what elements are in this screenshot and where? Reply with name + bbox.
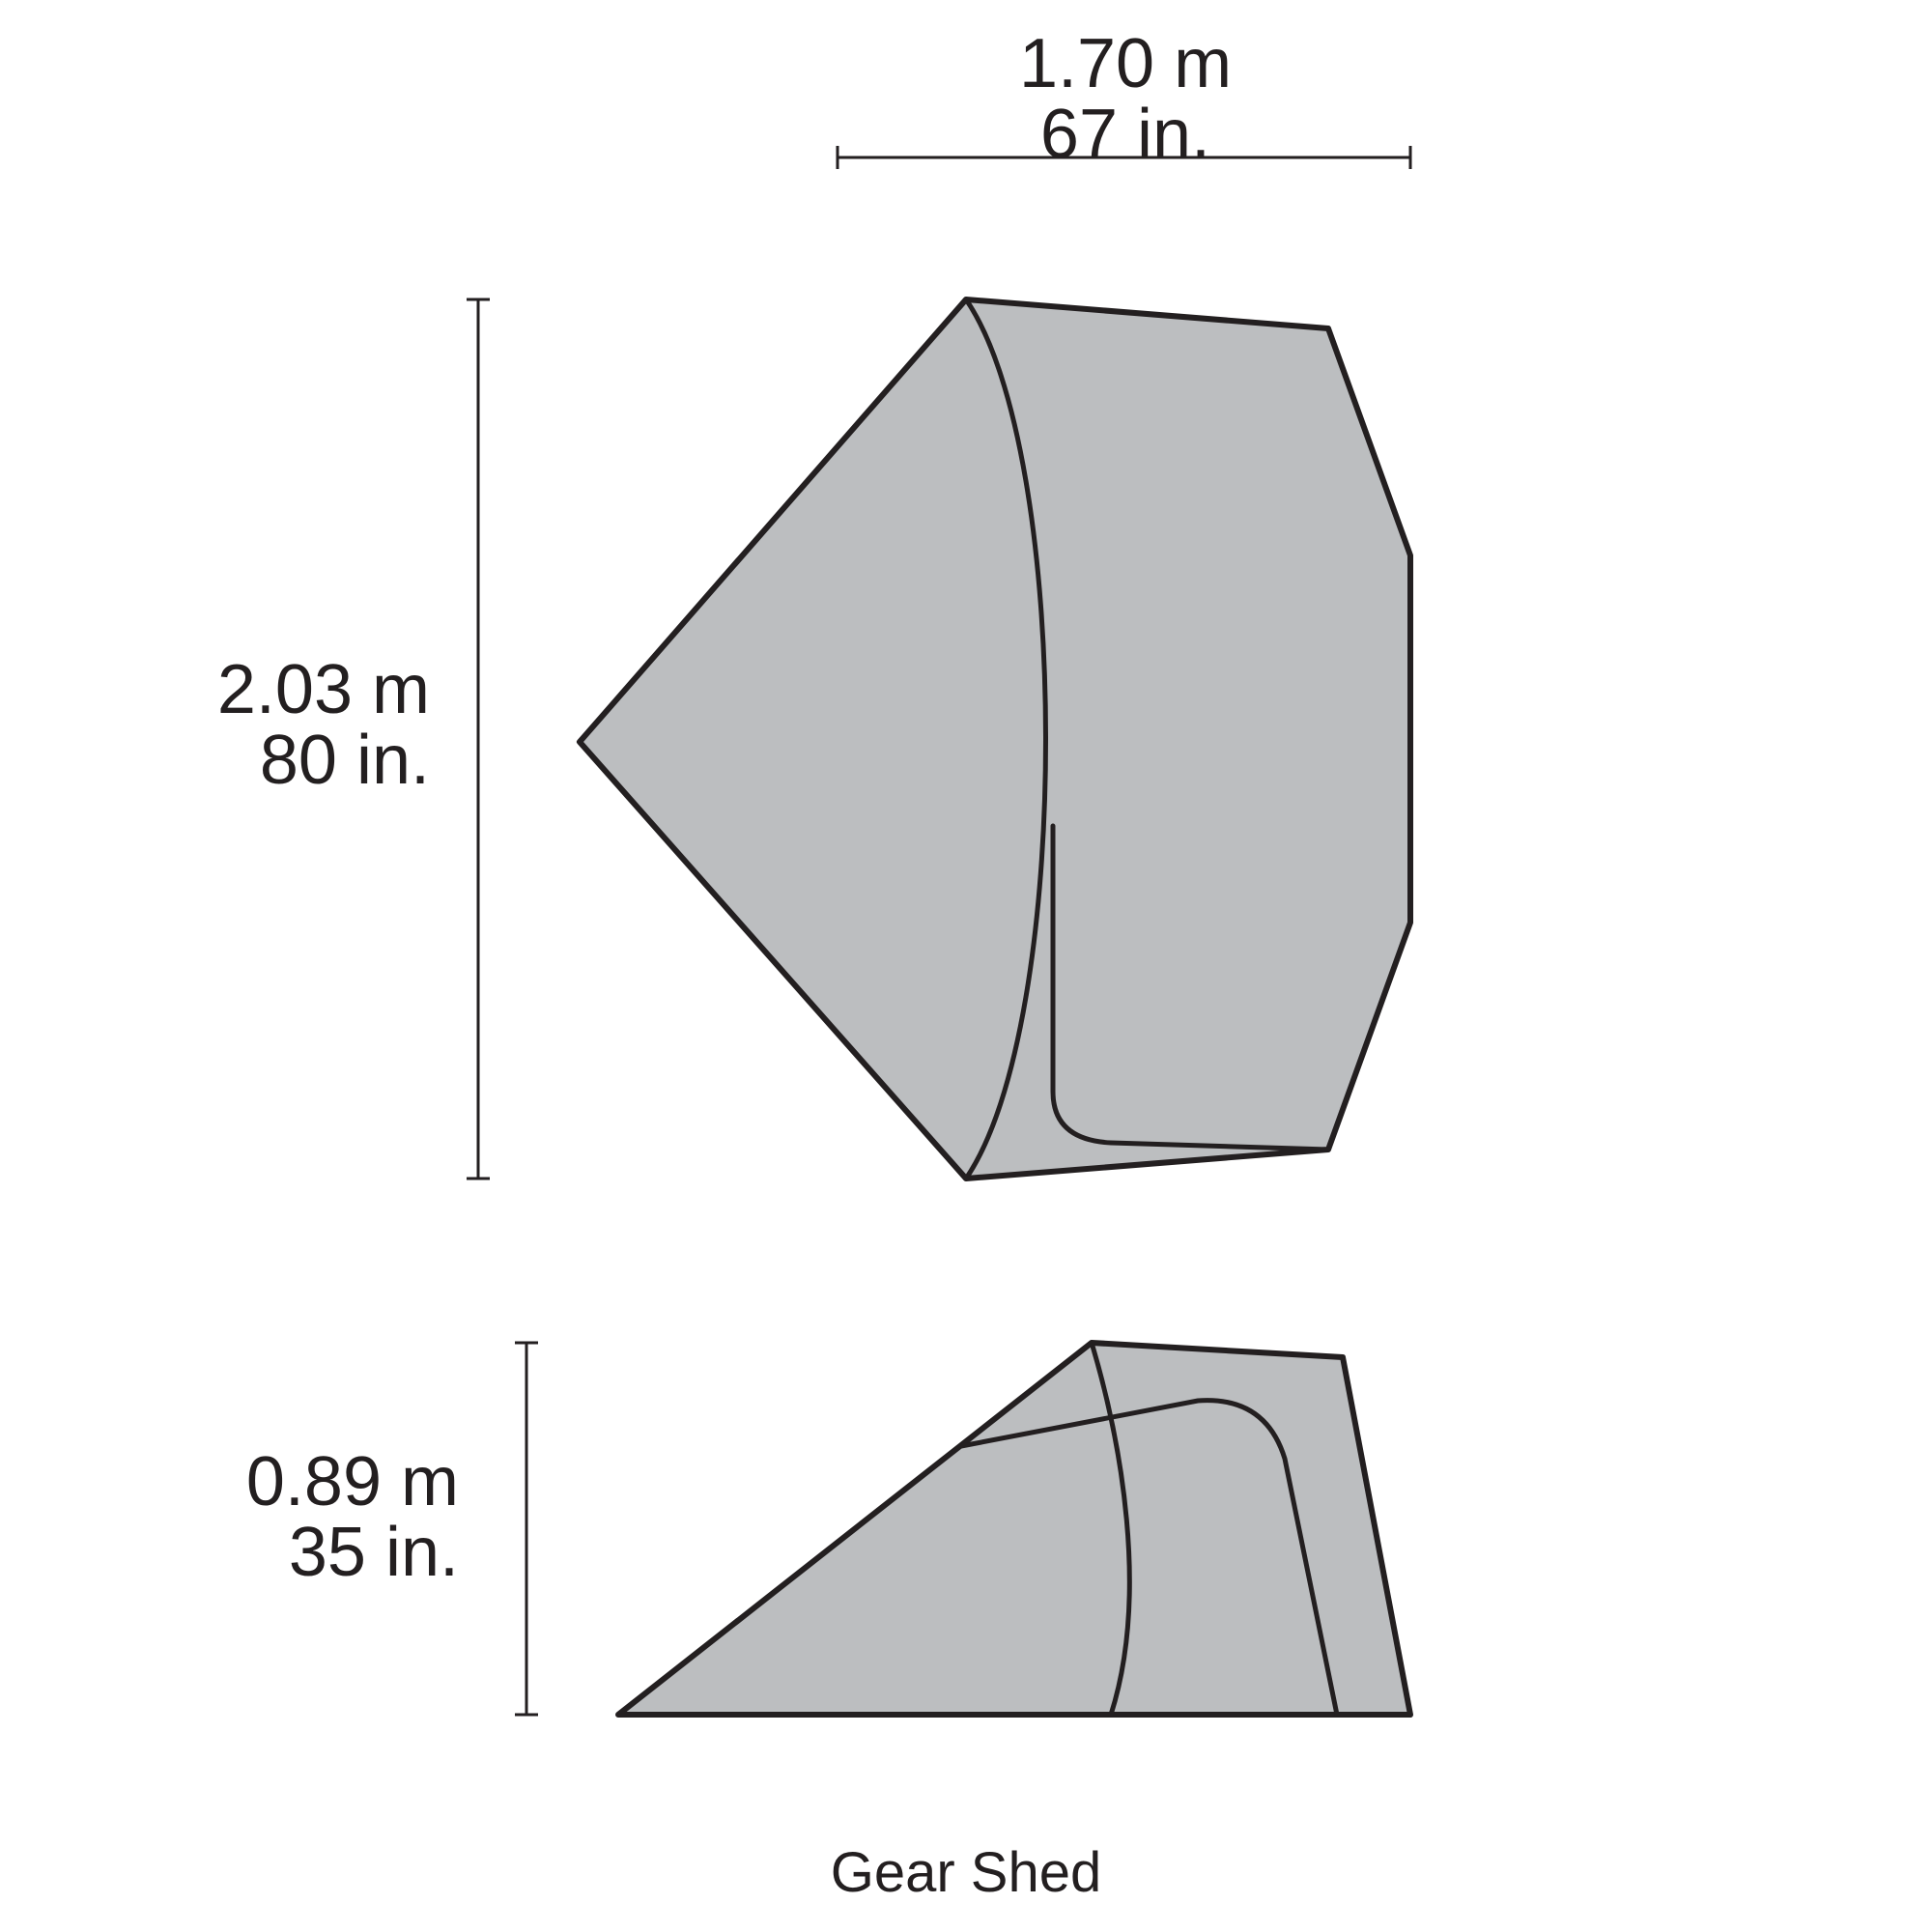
diagram-title: Gear Shed [831,1841,1102,1904]
height-imperial-label: 35 in. [289,1514,459,1591]
length-metric-label: 2.03 m [217,651,430,728]
width-dimension: 1.70 m 67 in. [838,25,1410,173]
top-view [580,299,1410,1179]
width-metric-label: 1.70 m [1019,25,1232,102]
length-dimension: 2.03 m 80 in. [217,299,490,1179]
top-outline [580,299,1410,1179]
length-imperial-label: 80 in. [260,722,430,799]
height-dimension: 0.89 m 35 in. [246,1343,538,1715]
side-outline [618,1343,1410,1715]
width-imperial-label: 67 in. [1040,96,1210,173]
gear-shed-diagram: 1.70 m 67 in. 2.03 m 80 in. 0.89 m 35 in… [0,0,1932,1932]
height-metric-label: 0.89 m [246,1443,459,1520]
side-view [618,1343,1410,1715]
